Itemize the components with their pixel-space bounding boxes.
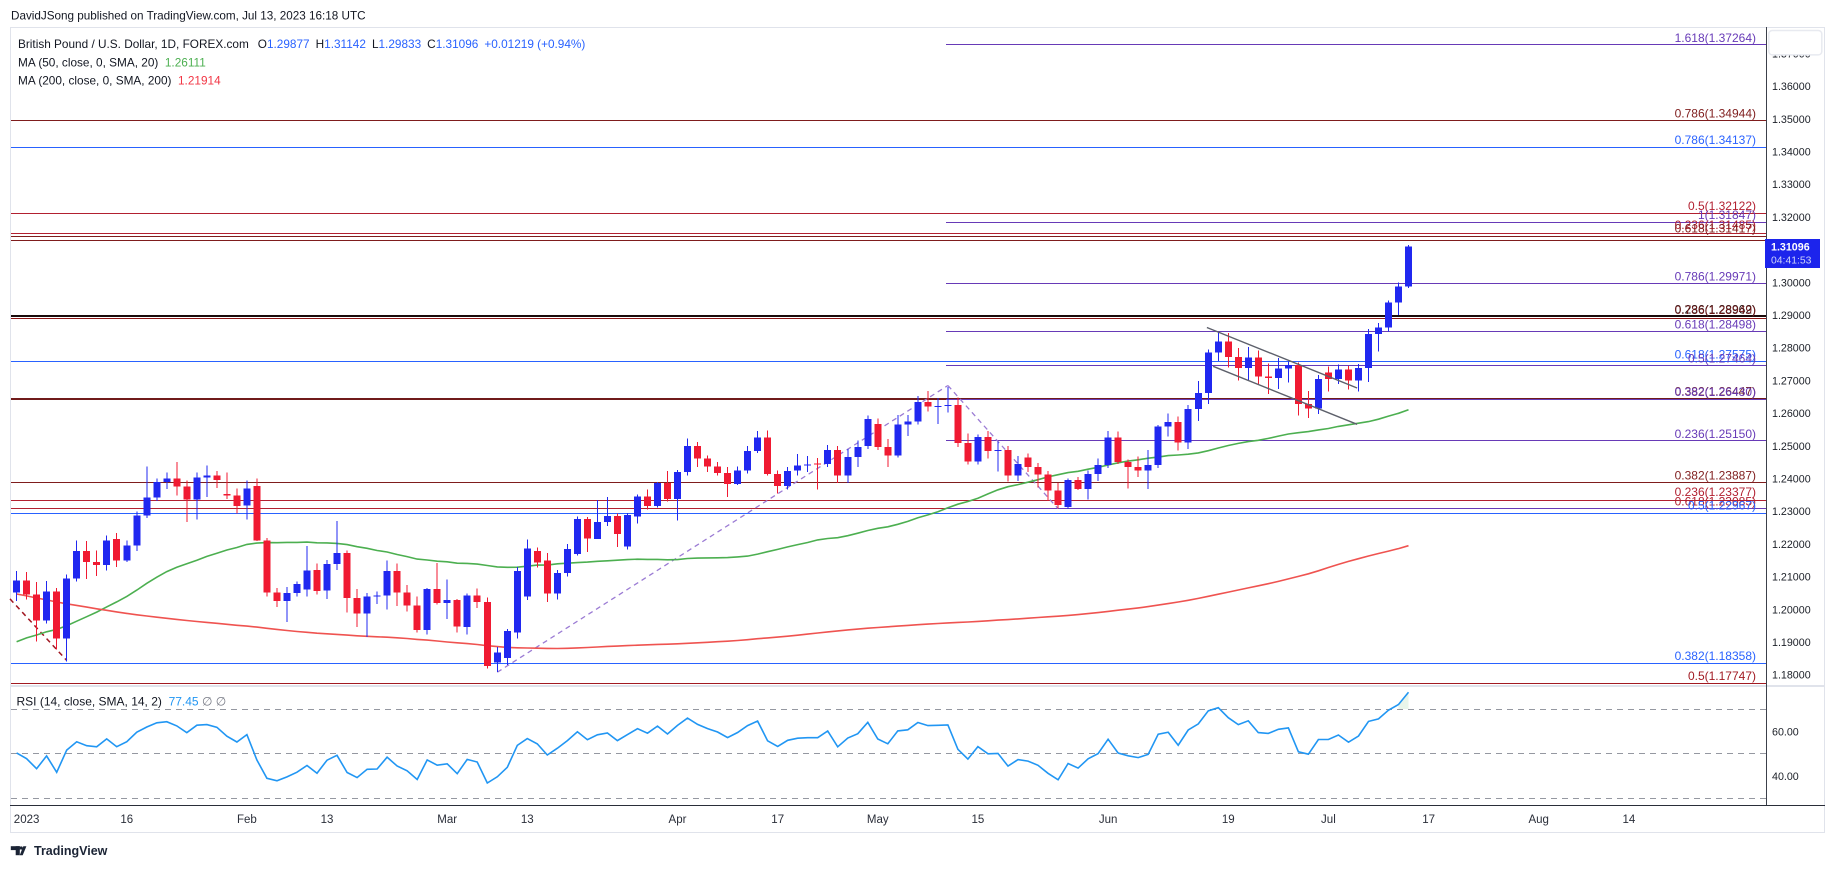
svg-text:15: 15 (972, 814, 985, 826)
svg-text:British Pound / U.S. Dollar, 1: British Pound / U.S. Dollar, 1D, FOREX.c… (18, 37, 585, 51)
svg-text:1.19000: 1.19000 (1772, 637, 1811, 649)
svg-text:0.382(1.26447): 0.382(1.26447) (1675, 385, 1756, 399)
svg-text:14: 14 (1623, 814, 1636, 826)
svg-text:0.236(1.23377): 0.236(1.23377) (1675, 485, 1756, 499)
svg-text:0.382(1.23887): 0.382(1.23887) (1675, 468, 1756, 482)
svg-text:17: 17 (771, 814, 784, 826)
svg-text:1.26000: 1.26000 (1772, 408, 1811, 420)
svg-text:0.236(1.25150): 0.236(1.25150) (1675, 427, 1756, 441)
svg-text:1.30000: 1.30000 (1772, 277, 1811, 289)
svg-text:1.21000: 1.21000 (1772, 572, 1811, 584)
svg-text:1(1.31847): 1(1.31847) (1698, 208, 1756, 222)
svg-text:0.786(1.34137): 0.786(1.34137) (1675, 133, 1756, 147)
svg-text:Apr: Apr (669, 814, 687, 826)
svg-text:0.786(1.34944): 0.786(1.34944) (1675, 107, 1756, 121)
svg-text:1.36000: 1.36000 (1772, 81, 1811, 93)
svg-text:Jun: Jun (1099, 814, 1118, 826)
svg-text:1.24000: 1.24000 (1772, 474, 1811, 486)
svg-text:1.22000: 1.22000 (1772, 539, 1811, 551)
svg-text:DavidJSong published on Tradin: DavidJSong published on TradingView.com,… (11, 9, 366, 22)
svg-text:0.5(1.27464): 0.5(1.27464) (1688, 351, 1756, 365)
svg-text:0.618(1.23085): 0.618(1.23085) (1675, 495, 1756, 509)
svg-text:16: 16 (120, 814, 133, 826)
svg-text:04:41:53: 04:41:53 (1771, 256, 1812, 267)
svg-text:0.5(1.22967): 0.5(1.22967) (1688, 498, 1756, 512)
svg-text:0.618(1.31417): 0.618(1.31417) (1675, 222, 1756, 236)
svg-text:1.23000: 1.23000 (1772, 506, 1811, 518)
svg-text:1.34000: 1.34000 (1772, 147, 1811, 159)
svg-text:0.786(1.28949): 0.786(1.28949) (1675, 303, 1756, 317)
svg-text:Mar: Mar (437, 814, 457, 826)
svg-text:1.20000: 1.20000 (1772, 604, 1811, 616)
svg-text:1.27000: 1.27000 (1772, 375, 1811, 387)
svg-text:19: 19 (1222, 814, 1235, 826)
svg-text:40.00: 40.00 (1772, 771, 1799, 783)
svg-text:0.5(1.17747): 0.5(1.17747) (1688, 669, 1756, 683)
svg-text:Jul: Jul (1321, 814, 1336, 826)
svg-text:1.28000: 1.28000 (1772, 343, 1811, 355)
svg-text:1.33000: 1.33000 (1772, 179, 1811, 191)
svg-text:RSI (14, close, SMA, 14, 2) 7: RSI (14, close, SMA, 14, 2) 77.45 ∅ ∅ (17, 694, 227, 708)
svg-text:Feb: Feb (237, 814, 257, 826)
svg-text:MA (200, close, 0, SMA, 200): MA (200, close, 0, SMA, 200) 1.21914 (18, 74, 221, 88)
svg-text:1.618(1.37264): 1.618(1.37264) (1675, 31, 1756, 45)
svg-text:0.382(1.26430): 0.382(1.26430) (1675, 385, 1756, 399)
svg-text:1.35000: 1.35000 (1772, 114, 1811, 126)
svg-text:1.18000: 1.18000 (1772, 670, 1811, 682)
svg-text:17: 17 (1422, 814, 1435, 826)
svg-text:1.31096: 1.31096 (1771, 242, 1810, 254)
svg-text:2023: 2023 (14, 814, 40, 826)
svg-text:0.5(1.32122): 0.5(1.32122) (1688, 199, 1756, 213)
svg-text:TradingView: TradingView (34, 844, 108, 858)
svg-text:0.236(1.31485): 0.236(1.31485) (1675, 218, 1756, 232)
svg-text:0.618(1.28498): 0.618(1.28498) (1675, 318, 1756, 332)
svg-text:0.382(1.18358): 0.382(1.18358) (1675, 649, 1756, 663)
svg-text:0.236(1.28962): 0.236(1.28962) (1675, 302, 1756, 316)
svg-text:1.25000: 1.25000 (1772, 441, 1811, 453)
svg-text:0.786(1.29971): 0.786(1.29971) (1675, 269, 1756, 283)
svg-text:MA (50, close, 0, SMA, 20) 1.: MA (50, close, 0, SMA, 20) 1.26111 (18, 56, 206, 70)
svg-text:13: 13 (521, 814, 534, 826)
svg-text:60.00: 60.00 (1772, 726, 1799, 738)
svg-text:1.32000: 1.32000 (1772, 212, 1811, 224)
svg-text:Aug: Aug (1528, 814, 1548, 826)
svg-text:1.29000: 1.29000 (1772, 310, 1811, 322)
svg-text:May: May (867, 814, 889, 826)
svg-text:13: 13 (321, 814, 334, 826)
svg-text:0.618(1.27575): 0.618(1.27575) (1675, 348, 1756, 362)
